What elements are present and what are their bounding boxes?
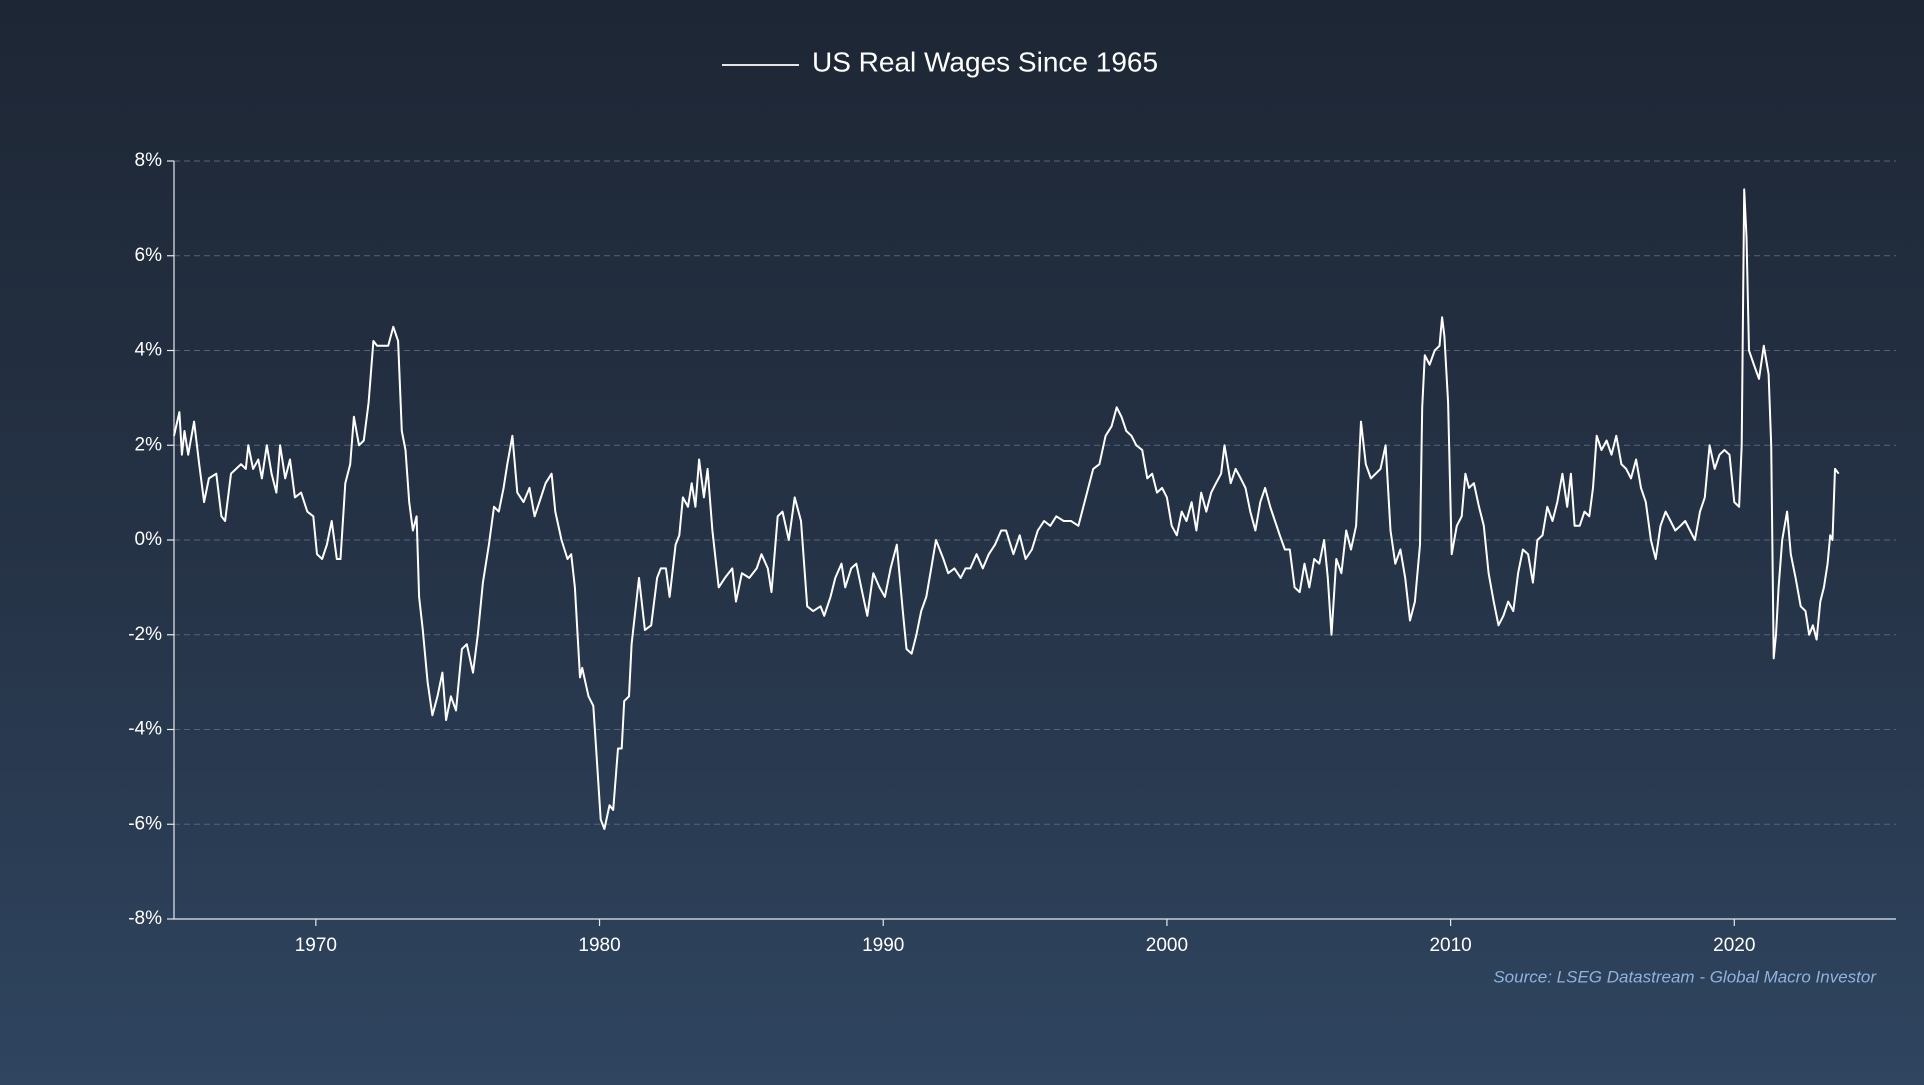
y-tick-label: -8% — [128, 908, 162, 929]
legend-label: US Real Wages Since 1965 — [812, 46, 1158, 77]
y-tick-label: -6% — [128, 813, 162, 834]
y-tick-label: -4% — [128, 719, 162, 740]
x-tick-label: 2000 — [1146, 935, 1188, 956]
x-tick-label: 1990 — [862, 935, 904, 956]
y-tick-label: 2% — [135, 434, 163, 455]
x-tick-label: 2020 — [1713, 935, 1755, 956]
data-line — [173, 188, 1840, 830]
source-note: Source: LSEG Datastream - Global Macro I… — [1493, 967, 1877, 986]
x-tick-label: 1970 — [295, 935, 337, 956]
x-tick-label: 1980 — [578, 935, 620, 956]
y-tick-label: 8% — [135, 150, 163, 171]
x-tick-label: 2010 — [1429, 935, 1471, 956]
y-tick-label: -2% — [128, 624, 162, 645]
y-tick-label: 0% — [135, 529, 163, 550]
y-tick-label: 6% — [135, 245, 163, 266]
y-tick-label: 4% — [135, 340, 163, 361]
